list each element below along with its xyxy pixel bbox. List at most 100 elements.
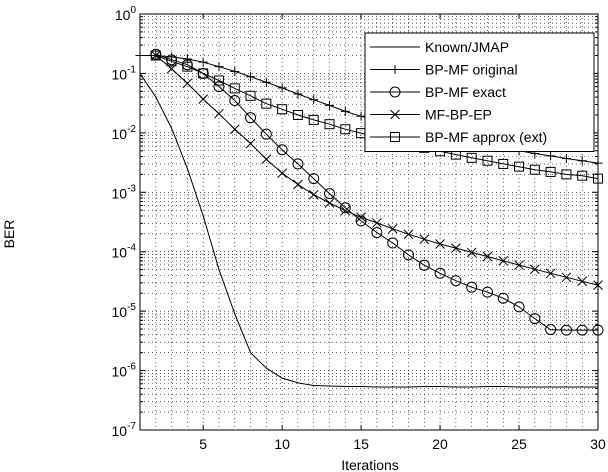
data-point-mf-bp-ep: [324, 198, 335, 208]
y-tick-label: 10-4: [112, 243, 137, 261]
data-point-bp-mf-approx-ext: [529, 164, 540, 175]
data-point-mf-bp-ep: [514, 260, 524, 270]
y-tick-label: 10-7: [112, 421, 137, 439]
legend-marker-bp-mf-approx-ext: [390, 132, 400, 142]
data-point-bp-mf-original: [293, 89, 303, 99]
data-point-bp-mf-approx-ext: [482, 155, 493, 166]
x-tick-label: 10: [274, 436, 290, 452]
legend-label-known-jmap: Known/JMAP: [425, 39, 509, 55]
data-point-bp-mf-approx-ext: [166, 56, 177, 67]
data-point-bp-mf-approx-ext: [498, 158, 509, 169]
data-point-mf-bp-ep: [356, 212, 366, 223]
data-point-bp-mf-original: [546, 151, 556, 161]
y-tick-label: 10-1: [112, 64, 137, 82]
x-tick-label: 20: [432, 436, 448, 452]
data-point-bp-mf-exact: [324, 188, 336, 200]
data-point-bp-mf-approx-ext: [277, 104, 288, 115]
data-point-mf-bp-ep: [482, 251, 493, 262]
data-point-mf-bp-ep: [340, 205, 351, 216]
data-point-bp-mf-original: [198, 57, 208, 67]
data-point-mf-bp-ep: [466, 247, 477, 258]
data-point-bp-mf-exact: [371, 227, 383, 239]
y-tick-label: 10-5: [112, 302, 137, 320]
series-line-known-jmap: [139, 73, 598, 388]
data-point-bp-mf-approx-ext: [324, 119, 335, 130]
data-point-bp-mf-exact: [481, 286, 493, 298]
series-known-jmap: [139, 73, 598, 388]
data-point-bp-mf-approx-ext: [292, 109, 303, 120]
data-point-mf-bp-ep: [229, 124, 240, 135]
data-point-mf-bp-ep: [403, 229, 414, 240]
data-point-bp-mf-exact: [260, 128, 272, 140]
data-point-bp-mf-approx-ext: [182, 61, 193, 72]
data-point-bp-mf-exact: [450, 275, 462, 287]
x-axis: 5 10 15 20 25 30: [199, 14, 606, 452]
data-point-bp-mf-exact: [576, 324, 588, 336]
data-point-bp-mf-exact: [402, 249, 414, 261]
data-point-bp-mf-exact: [229, 95, 241, 107]
y-tick-label: 10-6: [112, 362, 137, 380]
data-point-mf-bp-ep: [451, 243, 461, 253]
data-point-bp-mf-original: [277, 83, 287, 93]
plot-frame: [139, 13, 599, 431]
data-point-bp-mf-original: [325, 100, 335, 110]
legend-label-bp-mf-original: BP-MF original: [425, 62, 518, 78]
x-axis-label: Iterations: [341, 457, 399, 472]
data-point-bp-mf-approx-ext: [150, 50, 161, 61]
y-tick-label: 10-3: [112, 183, 137, 201]
legend-label-bp-mf-approx-ext: BP-MF approx (ext): [425, 129, 547, 145]
data-point-bp-mf-approx-ext: [245, 90, 256, 101]
data-point-bp-mf-approx-ext: [466, 152, 477, 163]
data-point-bp-mf-exact: [308, 173, 320, 185]
data-point-bp-mf-approx-ext: [340, 124, 351, 135]
data-point-bp-mf-original: [261, 77, 271, 87]
legend-marker-bp-mf-exact: [389, 86, 401, 98]
data-point-bp-mf-approx-ext: [261, 98, 272, 109]
data-point-mf-bp-ep: [245, 138, 256, 149]
x-tick-label: 25: [511, 436, 527, 452]
data-point-bp-mf-approx-ext: [198, 68, 209, 79]
data-point-bp-mf-original: [356, 111, 366, 121]
data-point-mf-bp-ep: [435, 239, 445, 249]
data-point-mf-bp-ep: [293, 179, 303, 190]
data-point-mf-bp-ep: [387, 223, 398, 234]
data-point-mf-bp-ep: [545, 268, 556, 279]
data-point-bp-mf-approx-ext: [561, 169, 572, 180]
x-tick-label: 30: [590, 436, 606, 452]
data-point-bp-mf-approx-ext: [577, 170, 588, 181]
data-point-mf-bp-ep: [261, 154, 272, 165]
data-point-bp-mf-original: [309, 95, 319, 105]
data-point-bp-mf-exact: [560, 324, 572, 336]
x-tick-label: 5: [199, 436, 207, 452]
data-point-bp-mf-approx-ext: [545, 166, 556, 177]
legend-marker-bp-mf-original: [390, 65, 400, 74]
series-mf-bp-ep: [150, 50, 603, 290]
data-point-mf-bp-ep: [182, 78, 193, 89]
data-point-mf-bp-ep: [498, 255, 509, 266]
data-point-bp-mf-exact: [497, 292, 509, 304]
data-point-bp-mf-exact: [245, 112, 257, 124]
data-point-bp-mf-approx-ext: [229, 83, 240, 94]
data-point-bp-mf-exact: [545, 324, 557, 336]
data-point-bp-mf-approx-ext: [514, 161, 525, 172]
data-point-bp-mf-exact: [276, 144, 288, 156]
data-point-bp-mf-original: [561, 154, 571, 164]
data-point-bp-mf-exact: [387, 237, 399, 249]
data-point-bp-mf-approx-ext: [213, 75, 224, 86]
data-point-bp-mf-exact: [213, 81, 225, 93]
data-point-bp-mf-original: [214, 62, 224, 72]
data-point-mf-bp-ep: [277, 168, 287, 178]
legend-marker-mf-bp-ep: [390, 109, 400, 120]
data-point-bp-mf-exact: [292, 158, 304, 170]
data-point-bp-mf-approx-ext: [308, 114, 319, 125]
data-point-bp-mf-original: [577, 156, 587, 166]
data-point-mf-bp-ep: [372, 218, 382, 228]
data-point-mf-bp-ep: [529, 264, 540, 275]
data-point-mf-bp-ep: [577, 276, 588, 287]
data-point-bp-mf-exact: [434, 267, 446, 279]
data-point-mf-bp-ep: [308, 189, 319, 200]
y-axis: 10-7 10-6 10-5 10-4 10-3 10-2 10-1 100: [112, 5, 598, 439]
data-point-bp-mf-exact: [466, 281, 478, 293]
y-tick-label: 10-2: [112, 124, 137, 142]
data-point-mf-bp-ep: [214, 108, 224, 119]
